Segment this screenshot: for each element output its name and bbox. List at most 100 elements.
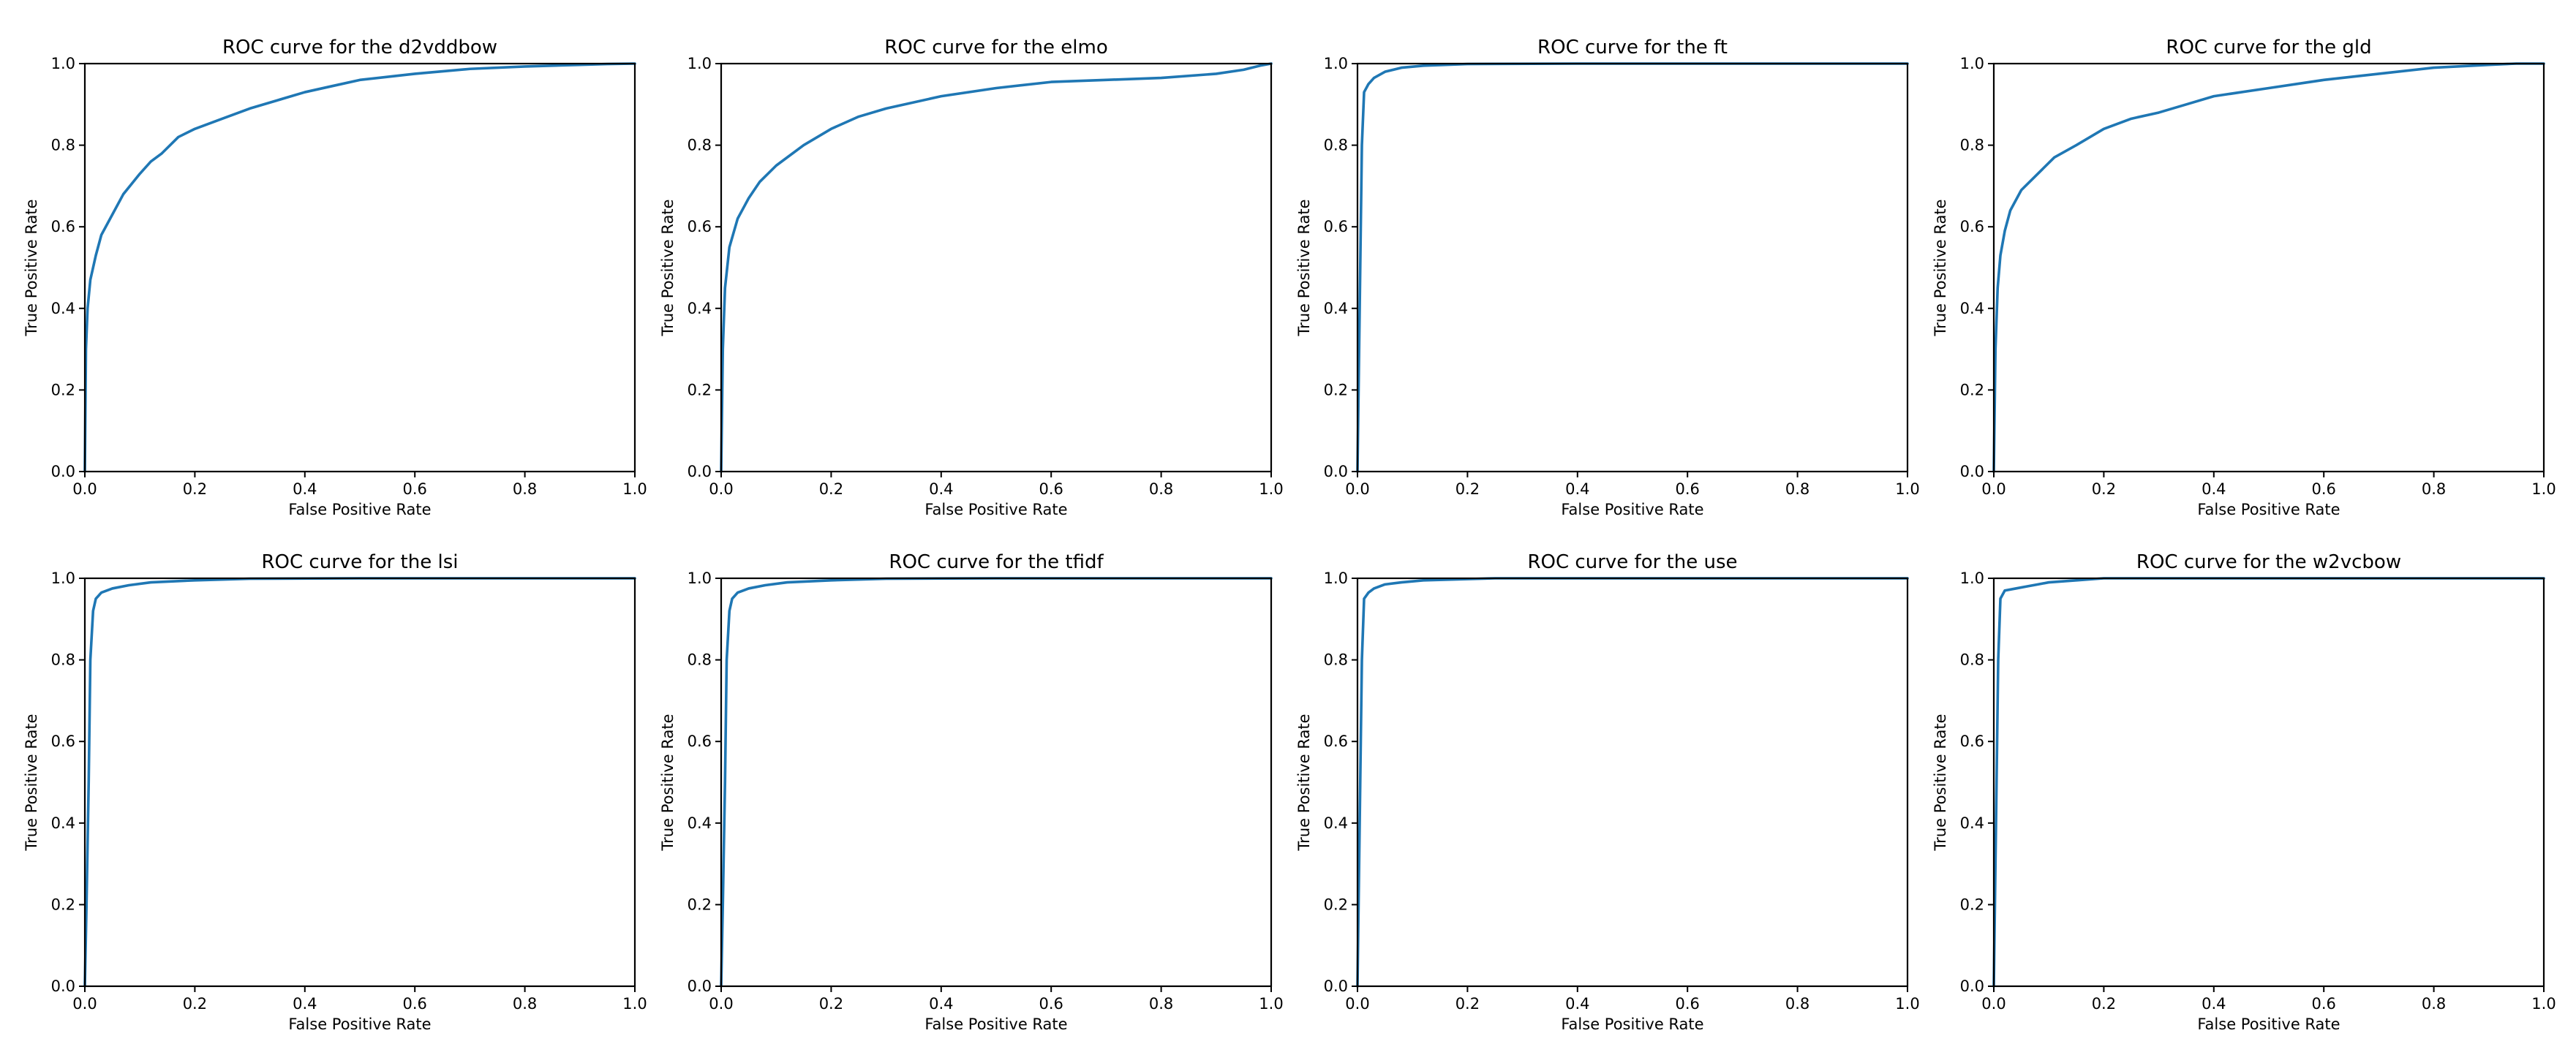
chart-7-y-tick-label: 0.6 (1324, 733, 1348, 750)
chart-8-x-tick-label: 1.0 (2531, 995, 2556, 1013)
chart-1-x-tick-label: 0.2 (183, 480, 207, 498)
chart-8-x-tick-label: 0.4 (2202, 995, 2226, 1013)
chart-2-x-tick-label: 0.0 (709, 480, 733, 498)
chart-7-x-tick-label: 0.8 (1785, 995, 1809, 1013)
chart-3-y-tick-label: 0.0 (1324, 463, 1348, 480)
chart-1-x-tick-label: 1.0 (622, 480, 647, 498)
chart-3-x-tick-label: 0.4 (1565, 480, 1589, 498)
chart-1-axes-frame (83, 62, 636, 473)
chart-1-y-tick-label: 0.8 (51, 137, 75, 154)
chart-8-y-tick-label: 0.4 (1960, 814, 1984, 832)
chart-5-y-axis-label: True Positive Rate (23, 714, 40, 851)
chart-1-y-tick-label: 0.4 (51, 300, 75, 317)
chart-4-x-tick-label: 1.0 (2531, 480, 2556, 498)
chart-7-x-tick-label: 0.0 (1345, 995, 1369, 1013)
chart-5-y-tick-label: 0.6 (51, 733, 75, 750)
chart-8-y-tick-label: 0.2 (1960, 896, 1984, 913)
chart-1-y-axis-label: True Positive Rate (23, 199, 40, 336)
chart-6-panel: 0.0 0.2 0.4 0.6 0.8 1.0 0.0 0.2 0.4 0.6 0.8 1.0 ROC … (659, 551, 1284, 1033)
chart-6-x-tick-label: 1.0 (1259, 995, 1283, 1013)
chart-6-y-tick-label: 1.0 (688, 570, 712, 587)
chart-6-x-tick-label: 0.6 (1039, 995, 1063, 1013)
chart-7-y-tick-label: 0.4 (1324, 814, 1348, 832)
chart-5-y-tick-label: 0.0 (51, 977, 75, 995)
chart-8-title: ROC curve for the w2vcbow (2136, 551, 2401, 573)
chart-5-x-tick-label: 0.6 (402, 995, 426, 1013)
chart-2-x-tick-label: 0.8 (1149, 480, 1173, 498)
chart-3-y-tick-label: 0.4 (1324, 300, 1348, 317)
chart-3-x-tick-label: 0.2 (1455, 480, 1480, 498)
chart-7-panel: 0.0 0.2 0.4 0.6 0.8 1.0 0.0 0.2 0.4 0.6 0.8 1.0 ROC … (1295, 551, 1920, 1033)
chart-6-x-axis-label: False Positive Rate (924, 1015, 1067, 1033)
chart-2-y-tick-label: 0.6 (688, 218, 712, 235)
chart-7-y-tick-label: 1.0 (1324, 570, 1348, 587)
chart-5-x-tick-label: 0.2 (183, 995, 207, 1013)
chart-6-x-tick-label: 0.8 (1149, 995, 1173, 1013)
chart-2-x-tick-label: 0.4 (929, 480, 953, 498)
chart-8-x-tick-label: 0.6 (2311, 995, 2335, 1013)
chart-3-x-tick-label: 0.0 (1345, 480, 1369, 498)
chart-4-x-tick-label: 0.2 (2092, 480, 2116, 498)
chart-6-y-tick-label: 0.0 (688, 977, 712, 995)
chart-3-y-axis-label: True Positive Rate (1295, 199, 1313, 336)
chart-3-x-axis-label: False Positive Rate (1561, 501, 1703, 518)
chart-7-x-tick-label: 0.4 (1565, 995, 1589, 1013)
chart-6-y-tick-label: 0.6 (688, 733, 712, 750)
chart-3-y-tick-label: 0.2 (1324, 381, 1348, 398)
chart-6-y-tick-label: 0.2 (688, 896, 712, 913)
chart-1-x-axis-label: False Positive Rate (288, 501, 431, 518)
chart-5-panel: 0.0 0.2 0.4 0.6 0.8 1.0 0.0 0.2 0.4 0.6 0.8 1.0 ROC … (23, 551, 647, 1033)
chart-4-y-tick-label: 1.0 (1960, 55, 1984, 72)
chart-5-x-axis-label: False Positive Rate (288, 1015, 431, 1033)
chart-7-y-tick-label: 0.2 (1324, 896, 1348, 913)
chart-3-x-tick-label: 0.6 (1675, 480, 1699, 498)
chart-7-y-tick-label: 0.0 (1324, 977, 1348, 995)
chart-8-x-tick-label: 0.8 (2422, 995, 2446, 1013)
chart-5-roc-line (83, 577, 636, 988)
chart-3-x-tick-label: 1.0 (1895, 480, 1919, 498)
chart-8-panel: 0.0 0.2 0.4 0.6 0.8 1.0 0.0 0.2 0.4 0.6 0.8 1.0 ROC … (1932, 551, 2556, 1033)
chart-2-y-tick-label: 0.8 (688, 137, 712, 154)
chart-2-x-axis-label: False Positive Rate (924, 501, 1067, 518)
chart-6-x-tick-label: 0.2 (819, 995, 843, 1013)
chart-1-x-tick-label: 0.8 (513, 480, 537, 498)
chart-7-axes-frame (1356, 577, 1909, 988)
chart-7-y-axis-label: True Positive Rate (1295, 714, 1313, 851)
chart-4-x-tick-label: 0.4 (2202, 480, 2226, 498)
chart-4-y-tick-label: 0.6 (1960, 218, 1984, 235)
chart-4-x-tick-label: 0.0 (1981, 480, 2006, 498)
chart-4-x-tick-label: 0.8 (2422, 480, 2446, 498)
chart-5-x-tick-label: 0.4 (293, 995, 317, 1013)
chart-5-y-tick-label: 0.2 (51, 896, 75, 913)
chart-1-x-tick-label: 0.6 (402, 480, 426, 498)
chart-2-x-tick-label: 0.2 (819, 480, 843, 498)
chart-4-axes-frame (1992, 62, 2545, 473)
chart-7-x-tick-label: 1.0 (1895, 995, 1919, 1013)
chart-2-y-tick-label: 1.0 (688, 55, 712, 72)
chart-1-y-tick-label: 1.0 (51, 55, 75, 72)
chart-2-x-tick-label: 0.6 (1039, 480, 1063, 498)
chart-7-title: ROC curve for the use (1527, 551, 1737, 573)
chart-5-y-tick-label: 0.8 (51, 651, 75, 669)
chart-1-y-tick-label: 0.6 (51, 218, 75, 235)
chart-4-y-tick-label: 0.0 (1960, 463, 1984, 480)
chart-3-y-tick-label: 0.8 (1324, 137, 1348, 154)
chart-3-roc-line (1356, 62, 1909, 473)
chart-1-y-tick-label: 0.0 (51, 463, 75, 480)
chart-3-x-tick-label: 0.8 (1785, 480, 1809, 498)
chart-2-y-axis-label: True Positive Rate (659, 199, 677, 336)
chart-2-x-tick-label: 1.0 (1259, 480, 1283, 498)
chart-2-panel: 0.0 0.2 0.4 0.6 0.8 1.0 0.0 0.2 0.4 0.6 0.8 1.0 ROC … (659, 37, 1284, 518)
chart-1-x-tick-label: 0.4 (293, 480, 317, 498)
chart-7-roc-line (1356, 577, 1909, 988)
chart-2-axes-frame (720, 62, 1273, 473)
chart-6-y-tick-label: 0.8 (688, 651, 712, 669)
chart-4-y-tick-label: 0.4 (1960, 300, 1984, 317)
chart-6-roc-line (720, 577, 1273, 988)
chart-6-y-axis-label: True Positive Rate (659, 714, 677, 851)
chart-8-y-tick-label: 1.0 (1960, 570, 1984, 587)
chart-8-y-tick-label: 0.8 (1960, 651, 1984, 669)
chart-6-axes-frame (720, 577, 1273, 988)
chart-8-y-tick-label: 0.6 (1960, 733, 1984, 750)
